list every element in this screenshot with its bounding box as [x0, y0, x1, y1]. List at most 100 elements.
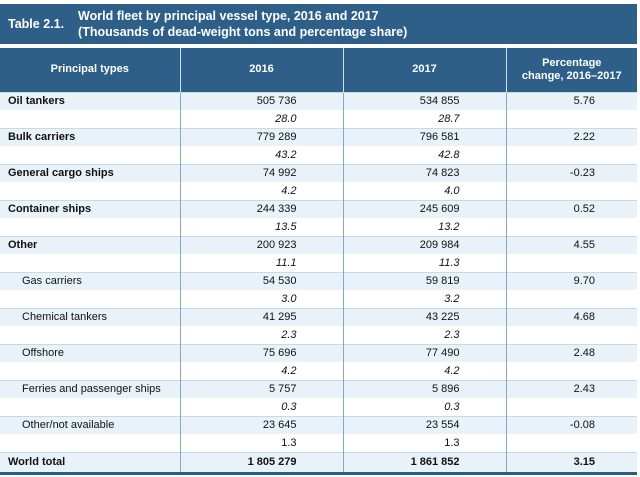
- value-2017-oil-tankers: 534 855: [342, 91, 506, 110]
- share-2016-bulk-carriers: 43.2: [179, 146, 343, 164]
- value-2016-offshore: 75 696: [179, 343, 343, 362]
- value-2016-container-ships: 244 339: [179, 199, 343, 218]
- fleet-table: Principal types 2016 2017 Percentage cha…: [0, 48, 637, 472]
- share-change-spacer-container-ships: [505, 218, 637, 236]
- table-row-ferries-and-passenger-ships: Ferries and passenger ships 5 757 5 896 2.4…: [0, 379, 637, 398]
- table-row-oil-tankers: Oil tankers 505 736 534 855 5.76: [0, 91, 637, 110]
- row-label-ferries-and-passenger-ships: Ferries and passenger ships: [0, 379, 180, 398]
- share-label-spacer-general-cargo-ships: [0, 182, 180, 200]
- row-label-other: Other: [0, 235, 180, 254]
- world-total-row: World total 1 805 279 1 861 852 3.15: [0, 451, 637, 472]
- value-2017-general-cargo-ships: 74 823: [342, 163, 506, 182]
- share-2016-other: 11.1: [179, 254, 343, 272]
- table-row-chemical-tankers: Chemical tankers 41 295 43 225 4.68: [0, 307, 637, 326]
- share-2017-ferries-and-passenger-ships: 0.3: [342, 398, 506, 416]
- share-row-other-not-available: 1.3 1.3: [0, 434, 637, 452]
- value-change-container-ships: 0.52: [505, 199, 637, 218]
- share-change-spacer-offshore: [505, 362, 637, 380]
- value-2016-oil-tankers: 505 736: [179, 91, 343, 110]
- world-total-label: World total: [0, 451, 180, 472]
- value-change-general-cargo-ships: -0.23: [505, 163, 637, 182]
- row-label-oil-tankers: Oil tankers: [0, 91, 180, 110]
- value-2016-gas-carriers: 54 530: [179, 271, 343, 290]
- value-2017-gas-carriers: 59 819: [342, 271, 506, 290]
- share-2016-other-not-available: 1.3: [179, 434, 343, 452]
- share-2016-gas-carriers: 3.0: [179, 290, 343, 308]
- value-2017-bulk-carriers: 796 581: [342, 127, 506, 146]
- value-change-chemical-tankers: 4.68: [505, 307, 637, 326]
- share-2017-gas-carriers: 3.2: [342, 290, 506, 308]
- share-label-spacer-ferries-and-passenger-ships: [0, 398, 180, 416]
- table-body: Oil tankers 505 736 534 855 5.76 28.0 28.7 Bul…: [0, 91, 637, 472]
- table-bottom-border: [0, 472, 637, 475]
- row-label-other-not-available: Other/not available: [0, 415, 180, 434]
- header-2016: 2016: [179, 48, 343, 92]
- table-title-bar: Table 2.1. World fleet by principal vess…: [0, 4, 637, 44]
- share-row-general-cargo-ships: 4.2 4.0: [0, 182, 637, 200]
- share-2016-oil-tankers: 28.0: [179, 110, 343, 128]
- share-change-spacer-chemical-tankers: [505, 326, 637, 344]
- share-2016-offshore: 4.2: [179, 362, 343, 380]
- table-row-container-ships: Container ships 244 339 245 609 0.52: [0, 199, 637, 218]
- header-percentage-change-line1: Percentage: [542, 56, 602, 69]
- share-2017-container-ships: 13.2: [342, 218, 506, 236]
- share-label-spacer-other: [0, 254, 180, 272]
- value-2016-chemical-tankers: 41 295: [179, 307, 343, 326]
- row-label-general-cargo-ships: General cargo ships: [0, 163, 180, 182]
- value-2016-general-cargo-ships: 74 992: [179, 163, 343, 182]
- table-title-line1: World fleet by principal vessel type, 20…: [78, 9, 379, 23]
- share-row-oil-tankers: 28.0 28.7: [0, 110, 637, 128]
- value-change-other-not-available: -0.08: [505, 415, 637, 434]
- share-2017-other-not-available: 1.3: [342, 434, 506, 452]
- row-label-chemical-tankers: Chemical tankers: [0, 307, 180, 326]
- row-label-container-ships: Container ships: [0, 199, 180, 218]
- table-row-other: Other 200 923 209 984 4.55: [0, 235, 637, 254]
- share-row-other: 11.1 11.3: [0, 254, 637, 272]
- share-row-chemical-tankers: 2.3 2.3: [0, 326, 637, 344]
- table-row-gas-carriers: Gas carriers 54 530 59 819 9.70: [0, 271, 637, 290]
- row-label-offshore: Offshore: [0, 343, 180, 362]
- header-2017: 2017: [342, 48, 506, 92]
- value-change-bulk-carriers: 2.22: [505, 127, 637, 146]
- share-label-spacer-container-ships: [0, 218, 180, 236]
- share-2016-general-cargo-ships: 4.2: [179, 182, 343, 200]
- table-row-general-cargo-ships: General cargo ships 74 992 74 823 -0.23: [0, 163, 637, 182]
- share-2017-other: 11.3: [342, 254, 506, 272]
- value-change-other: 4.55: [505, 235, 637, 254]
- share-2017-general-cargo-ships: 4.0: [342, 182, 506, 200]
- value-change-offshore: 2.48: [505, 343, 637, 362]
- table-header: Principal types 2016 2017 Percentage cha…: [0, 48, 637, 92]
- share-label-spacer-oil-tankers: [0, 110, 180, 128]
- table-row-bulk-carriers: Bulk carriers 779 289 796 581 2.22: [0, 127, 637, 146]
- share-2016-chemical-tankers: 2.3: [179, 326, 343, 344]
- share-2017-bulk-carriers: 42.8: [342, 146, 506, 164]
- value-2017-offshore: 77 490: [342, 343, 506, 362]
- world-total-change: 3.15: [505, 451, 637, 472]
- share-row-container-ships: 13.5 13.2: [0, 218, 637, 236]
- value-change-gas-carriers: 9.70: [505, 271, 637, 290]
- share-change-spacer-other-not-available: [505, 434, 637, 452]
- share-label-spacer-chemical-tankers: [0, 326, 180, 344]
- share-change-spacer-other: [505, 254, 637, 272]
- share-row-gas-carriers: 3.0 3.2: [0, 290, 637, 308]
- share-row-ferries-and-passenger-ships: 0.3 0.3: [0, 398, 637, 416]
- share-change-spacer-bulk-carriers: [505, 146, 637, 164]
- value-2016-bulk-carriers: 779 289: [179, 127, 343, 146]
- title-header-gap: [0, 44, 640, 48]
- table-row-offshore: Offshore 75 696 77 490 2.48: [0, 343, 637, 362]
- value-2016-other-not-available: 23 645: [179, 415, 343, 434]
- header-row: Principal types 2016 2017 Percentage cha…: [0, 48, 637, 92]
- table-number: Table 2.1.: [8, 17, 65, 31]
- header-principal-types: Principal types: [0, 48, 180, 92]
- header-percentage-change-line2: change, 2016–2017: [521, 69, 622, 82]
- value-2017-chemical-tankers: 43 225: [342, 307, 506, 326]
- share-2016-ferries-and-passenger-ships: 0.3: [179, 398, 343, 416]
- value-change-oil-tankers: 5.76: [505, 91, 637, 110]
- share-2017-chemical-tankers: 2.3: [342, 326, 506, 344]
- share-2017-offshore: 4.2: [342, 362, 506, 380]
- table-title-line2: (Thousands of dead-weight tons and perce…: [78, 25, 408, 39]
- row-label-bulk-carriers: Bulk carriers: [0, 127, 180, 146]
- share-label-spacer-bulk-carriers: [0, 146, 180, 164]
- share-label-spacer-other-not-available: [0, 434, 180, 452]
- share-change-spacer-ferries-and-passenger-ships: [505, 398, 637, 416]
